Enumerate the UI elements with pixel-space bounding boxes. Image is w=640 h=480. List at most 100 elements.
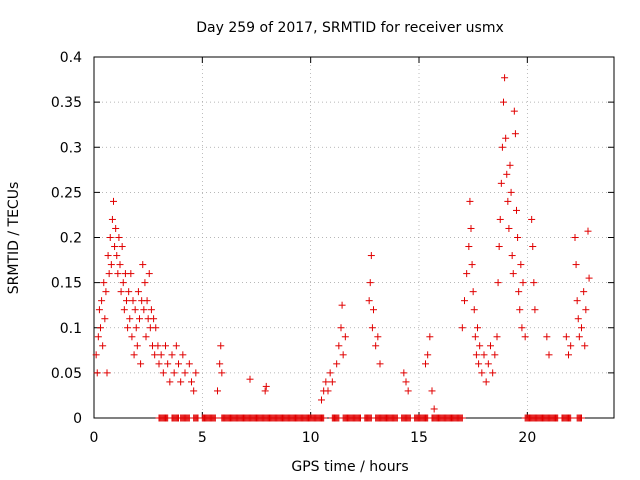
- data-point: [505, 224, 513, 232]
- data-point: [124, 324, 132, 332]
- data-point: [246, 375, 254, 383]
- data-point: [366, 279, 374, 287]
- data-point: [104, 252, 112, 260]
- data-point: [507, 188, 515, 196]
- data-point: [400, 369, 408, 377]
- data-point: [510, 107, 518, 115]
- data-point: [374, 333, 382, 341]
- data-point: [92, 351, 100, 359]
- data-point: [129, 297, 137, 305]
- data-point: [101, 315, 109, 323]
- data-point: [128, 333, 136, 341]
- data-point: [571, 234, 579, 241]
- data-point: [461, 297, 468, 305]
- data-point: [320, 414, 328, 422]
- data-point: [117, 288, 125, 296]
- data-point: [458, 414, 466, 422]
- data-point: [137, 360, 145, 368]
- data-point: [126, 315, 134, 323]
- data-point: [458, 324, 466, 332]
- data-point: [147, 306, 155, 314]
- data-point: [543, 333, 551, 341]
- data-point: [114, 270, 122, 278]
- y-tick-label: 0.1: [60, 321, 82, 337]
- data-point: [484, 360, 492, 368]
- data-point: [428, 387, 436, 395]
- data-point: [578, 414, 585, 422]
- data-point: [469, 288, 477, 296]
- y-tick-label: 0.05: [51, 366, 82, 382]
- data-point: [466, 197, 474, 205]
- data-point: [125, 288, 133, 296]
- data-point: [372, 342, 380, 350]
- data-point: [113, 252, 121, 260]
- data-point: [562, 333, 570, 341]
- y-tick-label: 0.35: [51, 95, 82, 111]
- data-point: [424, 351, 432, 359]
- y-tick-label: 0.25: [51, 185, 82, 201]
- data-point: [517, 261, 525, 269]
- y-tick-labels: 0 0.05 0.1 0.15 0.2 0.25 0.3 0.35 0.4: [51, 50, 82, 427]
- data-point: [100, 279, 108, 287]
- data-point: [337, 324, 345, 332]
- data-point: [118, 243, 126, 251]
- data-point: [152, 324, 160, 332]
- data-point: [338, 301, 346, 309]
- data-point: [509, 270, 517, 278]
- data-point: [467, 224, 475, 232]
- data-point: [581, 342, 589, 350]
- data-point: [514, 234, 522, 241]
- data-point: [495, 243, 503, 251]
- grid: [94, 57, 614, 418]
- data-point: [111, 243, 119, 251]
- data-point: [261, 387, 269, 395]
- data-point: [159, 369, 167, 377]
- data-point: [489, 369, 497, 377]
- data-point: [112, 224, 120, 232]
- data-point: [487, 342, 494, 350]
- data-point: [480, 351, 488, 359]
- data-point: [502, 134, 510, 142]
- data-point: [172, 342, 180, 350]
- data-point: [326, 369, 334, 377]
- data-point: [578, 324, 585, 332]
- data-point: [529, 243, 537, 251]
- x-tick-label: 5: [198, 430, 207, 446]
- data-point: [168, 351, 176, 359]
- y-tick-label: 0: [73, 411, 82, 427]
- data-point: [376, 360, 384, 368]
- x-tick-label: 20: [518, 430, 536, 446]
- data-point: [474, 324, 481, 332]
- x-tick-label: 0: [90, 430, 99, 446]
- data-point: [262, 382, 270, 390]
- data-point: [518, 324, 526, 332]
- data-point: [188, 378, 195, 386]
- data-point: [335, 342, 343, 350]
- data-point: [572, 261, 580, 269]
- data-point: [498, 143, 506, 151]
- data-point: [116, 261, 124, 269]
- data-point: [127, 270, 135, 278]
- data-point: [130, 351, 138, 359]
- data-point: [513, 206, 520, 214]
- data-point: [134, 288, 142, 296]
- data-point: [142, 333, 150, 341]
- data-point: [333, 360, 341, 368]
- data-point: [530, 279, 538, 287]
- data-point: [141, 279, 149, 287]
- data-point: [482, 378, 490, 386]
- data-point: [567, 414, 575, 422]
- data-point: [368, 324, 376, 332]
- data-point: [98, 297, 106, 305]
- data-point: [478, 369, 486, 377]
- data-point: [211, 414, 219, 422]
- data-point: [402, 378, 410, 386]
- data-point: [511, 130, 519, 138]
- data-point: [328, 378, 336, 386]
- data-point: [465, 243, 473, 251]
- data-point: [136, 315, 143, 323]
- data-point: [107, 261, 115, 269]
- data-point: [192, 369, 200, 377]
- data-point: [119, 279, 127, 287]
